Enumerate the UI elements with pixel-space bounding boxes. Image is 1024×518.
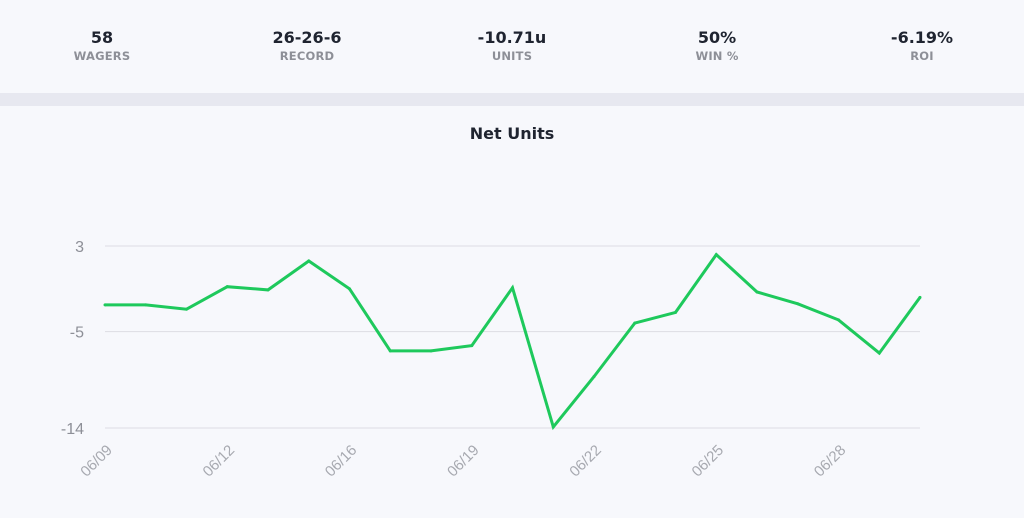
series-layer (103, 252, 922, 431)
data-point[interactable] (674, 310, 677, 314)
data-point[interactable] (429, 349, 433, 353)
x-tick-label: 06/25 (689, 442, 728, 481)
data-point[interactable] (918, 295, 922, 299)
stats-bar: 58 WAGERS 26-26-6 RECORD -10.71u UNITS 5… (0, 0, 1024, 93)
y-tick-label: -14 (61, 421, 84, 438)
data-point[interactable] (144, 303, 148, 307)
stat-record-label: RECORD (279, 49, 335, 63)
data-point[interactable] (388, 349, 392, 353)
data-point[interactable] (266, 288, 270, 292)
x-tick-label: 06/12 (200, 442, 239, 481)
stat-record-value: 26-26-6 (272, 28, 342, 47)
stat-units-label: UNITS (491, 49, 533, 63)
data-point[interactable] (796, 302, 800, 306)
data-point[interactable] (633, 321, 637, 325)
data-point[interactable] (877, 351, 881, 355)
x-axis-ticks: 06/09 06/12 06/16 06/19 06/22 06/25 06/28 (77, 442, 849, 481)
stat-roi-value: -6.19% (890, 28, 954, 47)
data-point[interactable] (714, 253, 718, 257)
grid-layer (105, 245, 920, 429)
data-point[interactable] (592, 375, 596, 379)
net-units-chart-panel: Net Units 3 -5 -14 06/09 06/12 06/16 06/19 06/… (0, 106, 1024, 518)
y-axis-ticks: 3 -5 -14 (61, 239, 84, 438)
x-tick-label: 06/19 (444, 442, 483, 481)
stat-win-pct-label: WIN % (695, 49, 739, 63)
stat-record: 26-26-6 RECORD (227, 28, 387, 64)
stat-wagers: 58 WAGERS (22, 28, 182, 64)
data-point[interactable] (511, 286, 514, 290)
y-tick-label: -5 (70, 325, 84, 342)
data-point[interactable] (103, 303, 107, 307)
chart-title: Net Units (470, 124, 555, 143)
stat-wagers-value: 58 (90, 28, 114, 47)
data-point[interactable] (348, 287, 351, 291)
stat-win-pct: 50% WIN % (637, 28, 797, 64)
stat-units-value: -10.71u (477, 28, 547, 47)
section-divider (0, 93, 1024, 106)
data-point[interactable] (551, 425, 555, 429)
data-point[interactable] (837, 318, 840, 322)
data-point[interactable] (470, 344, 474, 348)
x-tick-label: 06/22 (566, 442, 605, 481)
stat-units: -10.71u UNITS (432, 28, 592, 64)
stat-win-pct-value: 50% (697, 28, 737, 47)
x-tick-label: 06/09 (77, 442, 116, 481)
data-point[interactable] (225, 285, 229, 289)
stat-wagers-label: WAGERS (73, 49, 131, 63)
data-point[interactable] (185, 307, 188, 311)
x-tick-label: 06/16 (322, 442, 361, 481)
net-units-line (105, 252, 922, 431)
stat-roi-label: ROI (910, 49, 934, 63)
data-point[interactable] (307, 259, 311, 263)
x-tick-label: 06/28 (811, 442, 850, 481)
y-tick-label: 3 (75, 239, 84, 256)
stat-roi: -6.19% ROI (842, 28, 1002, 64)
data-point[interactable] (755, 290, 759, 294)
net-units-chart: Net Units 3-5-14 06/09 06/12 06/16 06/19 06/… (61, 124, 922, 481)
